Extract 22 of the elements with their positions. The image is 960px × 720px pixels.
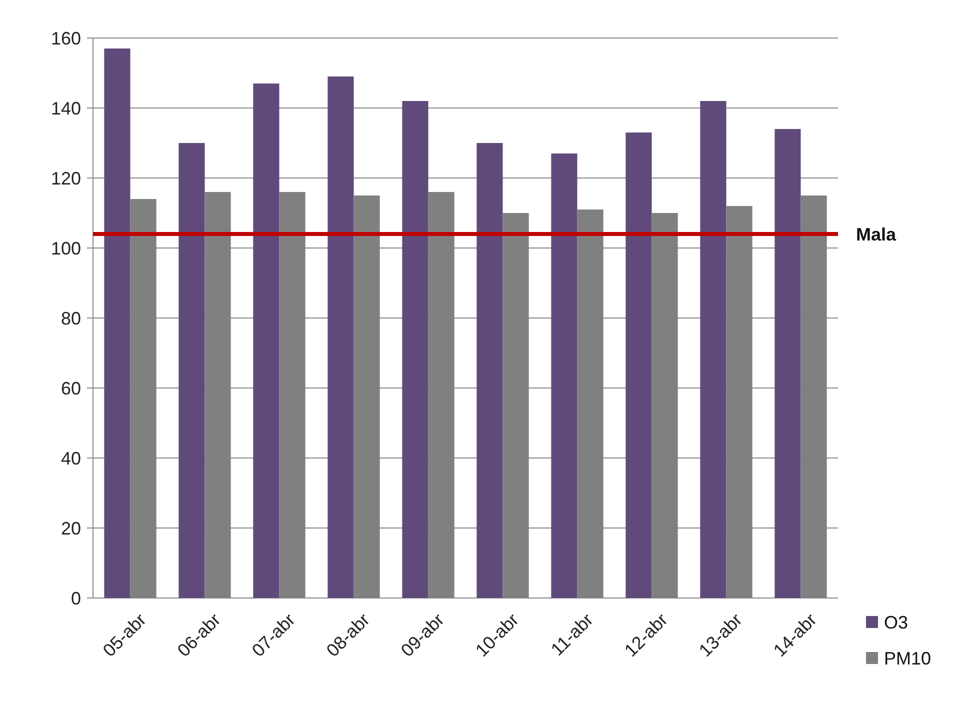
y-tick-label: 160 [50,28,81,48]
y-tick-label: 60 [60,378,81,398]
y-tick-label: 40 [60,448,81,468]
y-tick-label: 120 [50,168,81,188]
ref-line-label: Mala [856,224,898,244]
y-tick-label: 0 [70,588,81,608]
bar [626,132,652,598]
bar [700,101,726,598]
bar [178,143,205,598]
y-tick-label: 140 [50,98,81,118]
y-tick-label: 100 [50,238,81,258]
y-tick-label: 80 [60,308,81,328]
bar [551,154,578,598]
bar [104,48,130,598]
bar [476,143,503,598]
bar [328,76,354,598]
bar [253,84,280,598]
legend-label: O3 [884,612,908,632]
legend-label: PM10 [884,648,932,668]
y-tick-label: 20 [60,518,81,538]
bar [774,129,801,598]
bar [402,101,428,598]
